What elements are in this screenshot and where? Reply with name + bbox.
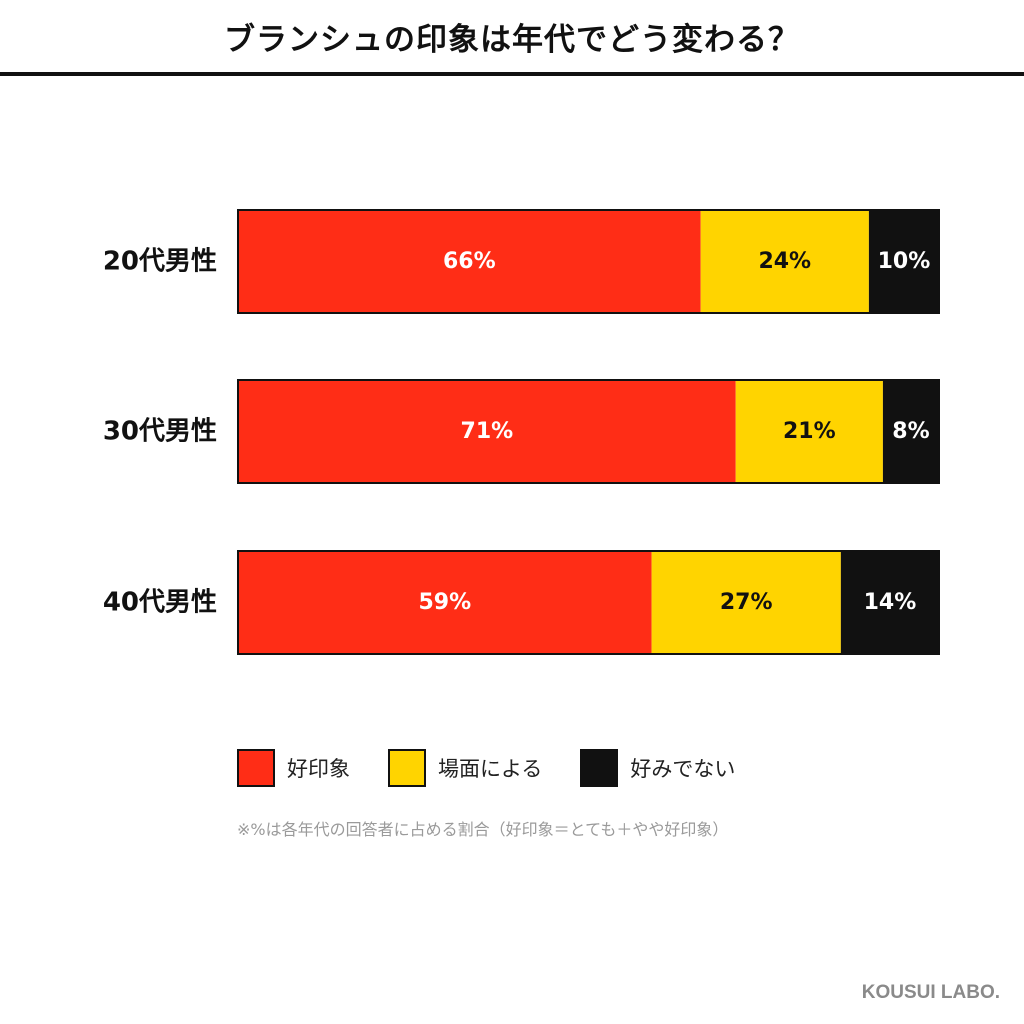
legend-swatch [237, 749, 275, 787]
data-label: 59% [418, 590, 471, 615]
legend-swatch [580, 749, 619, 787]
bar-segment [238, 551, 652, 654]
category-label: 20代男性 [103, 247, 217, 277]
bar-segment [868, 210, 939, 313]
bar-segment [735, 380, 883, 483]
data-label: 21% [783, 419, 836, 444]
data-label: 27% [720, 590, 773, 615]
bar-segment [882, 380, 939, 483]
legend-label: 場面による [438, 757, 543, 781]
bar-segment [238, 210, 701, 313]
legend-label: 好みでない [630, 757, 736, 781]
brand-logo-text: KOUSUI LABO. [861, 982, 1000, 1003]
legend-swatch [388, 749, 426, 787]
legend-label: 好印象 [287, 757, 350, 781]
bar-outline [237, 209, 940, 314]
page-title: ブランシュの印象は年代でどう変わる？ [224, 21, 800, 58]
data-label: 66% [443, 249, 496, 274]
data-label: 10% [878, 249, 931, 274]
footnote: ※%は各年代の回答者に占める割合（好印象＝とても＋やや好印象） [237, 820, 729, 839]
bar-segment [700, 210, 869, 313]
data-label: 14% [864, 590, 917, 615]
category-label: 30代男性 [103, 417, 217, 447]
bar-segment [840, 551, 939, 654]
bar-outline [237, 550, 940, 655]
data-label: 8% [892, 419, 929, 444]
title-bar: ブランシュの印象は年代でどう変わる？ [0, 0, 1024, 76]
data-label: 71% [461, 419, 514, 444]
bar-segment [651, 551, 841, 654]
data-label: 24% [758, 249, 811, 274]
legend: 好印象 場面による 好みでない [237, 749, 773, 787]
category-label: 40代男性 [103, 588, 217, 618]
legend-item: 好印象 [237, 749, 350, 787]
legend-item: 場面による [388, 749, 542, 787]
bar-segment [238, 380, 736, 483]
legend-item: 好みでない [580, 749, 735, 787]
bar-outline [237, 379, 940, 484]
